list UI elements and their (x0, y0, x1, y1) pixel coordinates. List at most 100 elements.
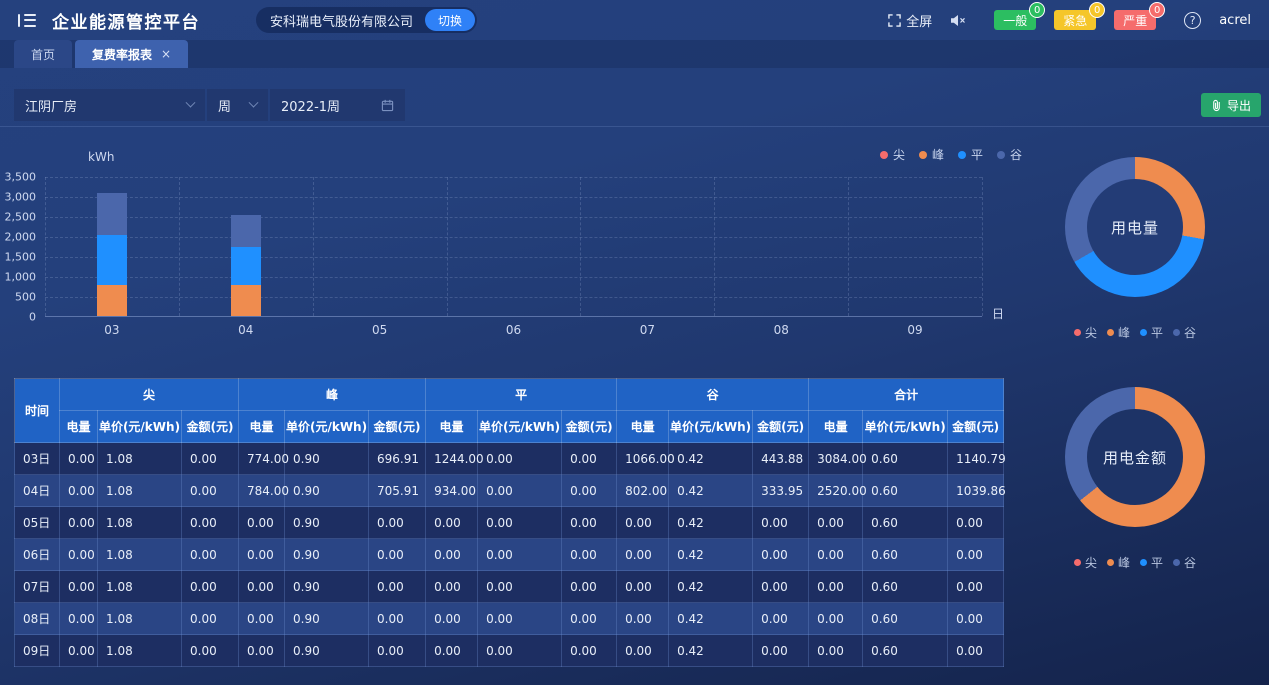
col-header-峰-电量: 电量 (238, 410, 286, 443)
legend-item-尖[interactable]: 尖 (1073, 554, 1097, 571)
cell-value: 0.90 (284, 602, 370, 635)
menu-toggle-icon[interactable] (18, 13, 36, 27)
site-select-value: 江阴厂房 (25, 99, 78, 115)
legend-item-谷[interactable]: 谷 (1173, 554, 1196, 571)
cell-value: 1.08 (97, 538, 182, 571)
legend-item-峰[interactable]: 峰 (1106, 554, 1130, 571)
cell-value: 705.91 (368, 474, 427, 507)
username[interactable]: acrel (1219, 12, 1251, 28)
col-header-尖-金额(元): 金额(元) (180, 410, 240, 443)
cell-value: 0.00 (808, 506, 864, 539)
legend-label: 平 (1151, 326, 1164, 340)
energy-donut-chart: 用电量 (1065, 157, 1205, 297)
cell-value: 0.00 (808, 570, 864, 603)
calendar-icon (381, 99, 394, 111)
cell-value: 3084.00 (808, 442, 867, 475)
period-select-value: 周 (218, 99, 232, 115)
cell-value: 0.00 (59, 538, 98, 571)
cell-value: 0.00 (561, 506, 618, 539)
legend-label: 尖 (1084, 326, 1097, 340)
mute-button[interactable] (950, 14, 966, 27)
legend-dot (1073, 559, 1081, 566)
fullscreen-icon (888, 13, 901, 27)
tab-close-icon[interactable]: × (161, 47, 172, 61)
alarm-badge-紧急[interactable]: 紧急 0 (1054, 2, 1106, 30)
gridline-vertical (580, 177, 582, 316)
cell-value: 0.00 (180, 602, 240, 635)
fullscreen-button[interactable]: 全屏 (888, 11, 932, 30)
company-name: 安科瑞电气股份有限公司 (270, 14, 414, 30)
col-header-尖-电量: 电量 (59, 410, 98, 443)
gridline-horizontal (45, 297, 982, 298)
legend-label: 平 (971, 148, 984, 162)
legend-label: 峰 (1117, 556, 1130, 570)
bar-segment-谷 (96, 192, 127, 236)
col-header-time: 时间 (14, 378, 60, 443)
cell-value: 0.00 (180, 474, 240, 507)
cost-donut-title: 用电金额 (1087, 409, 1183, 505)
tab-1[interactable]: 复费率报表 × (75, 40, 189, 68)
col-group-峰: 峰 (238, 378, 427, 411)
top-header: 企业能源管控平台 安科瑞电气股份有限公司 切换 全屏 一般 0 紧急 0 严重 0 ? a… (0, 0, 1269, 40)
cell-value: 0.60 (862, 570, 949, 603)
help-icon[interactable]: ? (1184, 11, 1202, 29)
legend-item-尖[interactable]: 尖 (1073, 324, 1097, 341)
cell-time: 09日 (14, 634, 60, 667)
cell-value: 696.91 (368, 442, 427, 475)
cell-value: 0.00 (752, 602, 810, 635)
cell-value: 0.90 (284, 538, 370, 571)
cell-value: 0.00 (59, 474, 98, 507)
chevron-down-icon (185, 97, 196, 108)
site-select[interactable]: 江阴厂房 (14, 89, 205, 121)
col-header-谷-电量: 电量 (616, 410, 670, 443)
gridline-horizontal (45, 277, 982, 278)
speaker-mute-icon (951, 14, 966, 26)
tab-0[interactable]: 首页 (14, 40, 73, 68)
cell-time: 06日 (14, 538, 60, 571)
legend-item-峰[interactable]: 峰 (919, 146, 944, 163)
gridline-vertical (982, 177, 983, 316)
cell-value: 0.00 (947, 506, 1005, 539)
cell-value: 0.60 (862, 442, 949, 475)
page-title: 企业能源管控平台 (52, 12, 200, 33)
legend-dot (1106, 329, 1114, 336)
alarm-badge-严重[interactable]: 严重 0 (1114, 2, 1166, 30)
legend-item-平[interactable]: 平 (1140, 554, 1163, 571)
legend-item-峰[interactable]: 峰 (1106, 324, 1130, 341)
col-header-平-单价(元/kWh): 单价(元/kWh) (477, 410, 563, 443)
cell-value: 0.00 (561, 474, 618, 507)
period-select[interactable]: 周 (207, 89, 268, 121)
tab-label: 复费率报表 (92, 47, 153, 62)
switch-company-button[interactable]: 切换 (425, 9, 476, 31)
cell-value: 0.42 (668, 506, 754, 539)
legend-item-谷[interactable]: 谷 (1173, 324, 1196, 341)
cell-value: 1.08 (97, 474, 182, 507)
legend-item-平[interactable]: 平 (1140, 324, 1163, 341)
table-row: 06日 0.00 1.08 0.00 0.00 0.90 0.00 0.00 0.00 0.00 0… (14, 538, 1005, 571)
cost-donut-chart: 用电金额 (1065, 387, 1205, 527)
cell-value: 0.42 (668, 602, 754, 635)
cell-value: 0.00 (59, 602, 98, 635)
alarm-count-badge: 0 (1089, 2, 1106, 18)
cell-value: 0.00 (59, 634, 98, 667)
legend-item-平[interactable]: 平 (958, 146, 983, 163)
cell-value: 0.00 (808, 634, 864, 667)
alarm-badge-一般[interactable]: 一般 0 (994, 2, 1046, 30)
legend-item-谷[interactable]: 谷 (997, 146, 1022, 163)
legend-dot (880, 150, 888, 159)
cell-value: 0.00 (477, 474, 563, 507)
chevron-down-icon (248, 97, 259, 108)
cell-value: 0.90 (284, 474, 370, 507)
date-picker[interactable]: 2022-1周 (270, 89, 405, 121)
fullscreen-label: 全屏 (906, 14, 933, 30)
export-button[interactable]: 导出 (1200, 93, 1261, 117)
cell-value: 0.00 (180, 634, 240, 667)
legend-item-尖[interactable]: 尖 (880, 146, 905, 163)
energy-donut-legend: 尖峰 平谷 (1055, 324, 1215, 341)
gridline-horizontal (45, 237, 982, 238)
cell-value: 0.90 (284, 634, 370, 667)
stacked-bar-04 (230, 215, 261, 316)
gridline-vertical (178, 177, 180, 316)
col-group-合计: 合计 (808, 378, 1005, 411)
